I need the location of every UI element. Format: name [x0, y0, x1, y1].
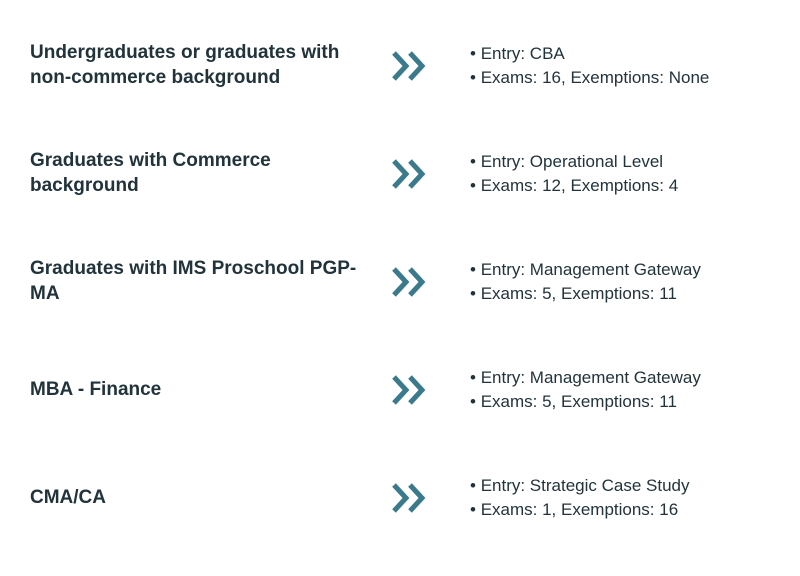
pathway-row: CMA/CA Entry: Strategic Case Study Exams…: [30, 444, 770, 552]
entry-label: Entry: Management Gateway: [470, 258, 770, 282]
exams-label: Exams: 5, Exemptions: 11: [470, 282, 770, 306]
details-cell: Entry: Operational Level Exams: 12, Exem…: [440, 150, 770, 198]
pathway-row: Undergraduates or graduates with non-com…: [30, 12, 770, 120]
qualification-cell: Undergraduates or graduates with non-com…: [30, 41, 380, 90]
qualification-label: Graduates with IMS Proschool PGP-MA: [30, 257, 360, 306]
exams-label: Exams: 12, Exemptions: 4: [470, 174, 770, 198]
details-cell: Entry: CBA Exams: 16, Exemptions: None: [440, 42, 770, 90]
qualification-label: MBA - Finance: [30, 378, 360, 403]
entry-label: Entry: Strategic Case Study: [470, 474, 770, 498]
qualification-cell: Graduates with Commerce background: [30, 149, 380, 198]
entry-label: Entry: Management Gateway: [470, 366, 770, 390]
details-cell: Entry: Strategic Case Study Exams: 1, Ex…: [440, 474, 770, 522]
pathway-row: Graduates with IMS Proschool PGP-MA Entr…: [30, 228, 770, 336]
exams-label: Exams: 16, Exemptions: None: [470, 66, 770, 90]
qualification-label: Undergraduates or graduates with non-com…: [30, 41, 360, 90]
qualification-label: Graduates with Commerce background: [30, 149, 360, 198]
pathway-row: Graduates with Commerce background Entry…: [30, 120, 770, 228]
qualification-cell: MBA - Finance: [30, 378, 380, 403]
chevron-right-icon: [380, 159, 440, 189]
qualification-label: CMA/CA: [30, 486, 360, 511]
entry-label: Entry: Operational Level: [470, 150, 770, 174]
qualification-cell: Graduates with IMS Proschool PGP-MA: [30, 257, 380, 306]
pathway-row: MBA - Finance Entry: Management Gateway …: [30, 336, 770, 444]
exams-label: Exams: 1, Exemptions: 16: [470, 498, 770, 522]
chevron-right-icon: [380, 483, 440, 513]
details-cell: Entry: Management Gateway Exams: 5, Exem…: [440, 258, 770, 306]
exams-label: Exams: 5, Exemptions: 11: [470, 390, 770, 414]
chevron-right-icon: [380, 267, 440, 297]
chevron-right-icon: [380, 375, 440, 405]
chevron-right-icon: [380, 51, 440, 81]
details-cell: Entry: Management Gateway Exams: 5, Exem…: [440, 366, 770, 414]
qualification-cell: CMA/CA: [30, 486, 380, 511]
entry-label: Entry: CBA: [470, 42, 770, 66]
